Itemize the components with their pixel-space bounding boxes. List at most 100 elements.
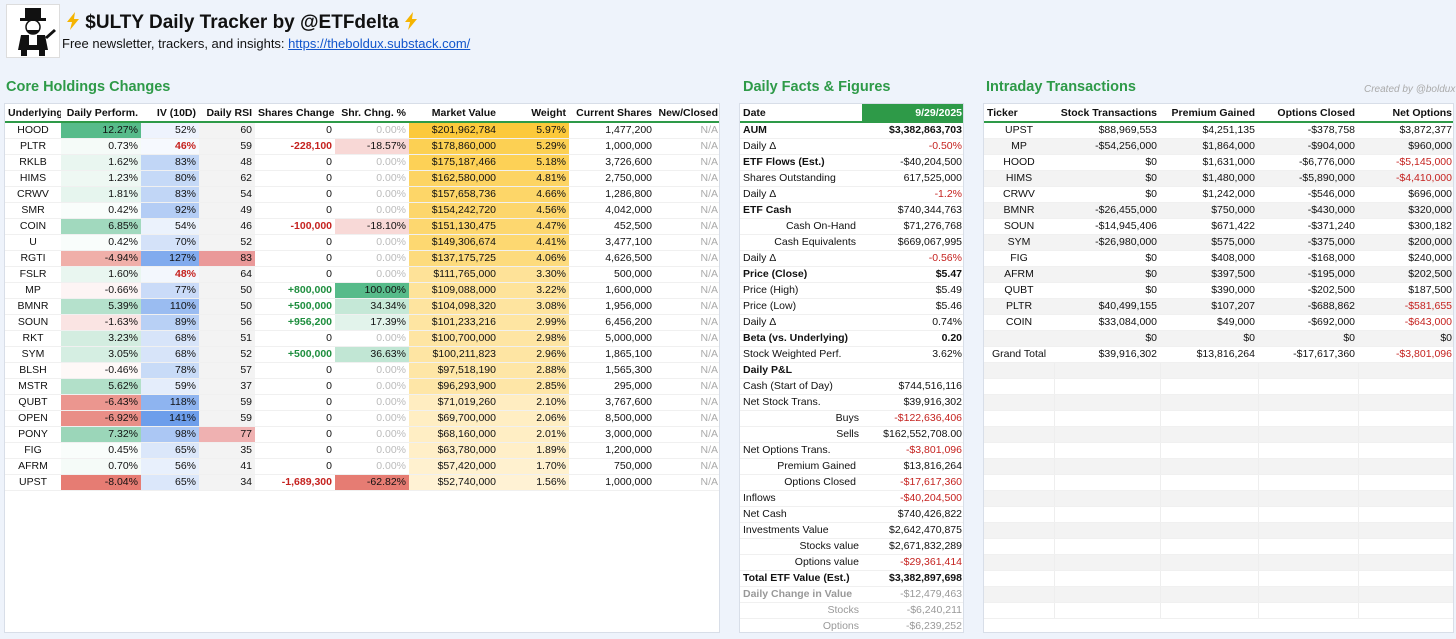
core-holding-row: HIMS 1.23% 80% 62 0 0.00% $162,580,000 4.81% 2,7…: [5, 170, 719, 187]
iv-cell: 59%: [141, 378, 199, 395]
shares-change-cell: -228,100: [255, 138, 335, 155]
rsi-cell: 41: [199, 458, 255, 475]
market-value-cell: $178,860,000: [409, 138, 499, 155]
core-holding-row: RKT 3.23% 68% 51 0 0.00% $100,700,000 2.98% 5,00…: [5, 330, 719, 347]
market-value-cell: $68,160,000: [409, 426, 499, 443]
premium-gained-cell: $408,000: [1160, 250, 1258, 267]
lightning-bolt-icon: [405, 12, 418, 30]
current-shares-cell: 3,726,600: [569, 154, 655, 171]
core-holdings-panel: Underlying Daily Perform. IV (10D) Daily RS…: [4, 103, 720, 633]
net-options-cell: $202,500: [1358, 266, 1453, 283]
shares-change-cell: 0: [255, 202, 335, 219]
weight-cell: 2.85%: [499, 378, 569, 395]
current-shares-cell: 3,767,600: [569, 394, 655, 411]
facts-value: $71,276,768: [862, 218, 963, 235]
new-closed-cell: N/A: [655, 138, 719, 155]
ticker-cell: SYM: [5, 346, 61, 363]
new-closed-cell: N/A: [655, 154, 719, 171]
daily-performance-cell: 6.85%: [61, 218, 141, 235]
stock-transactions-cell: $88,969,553: [1054, 122, 1160, 139]
empty-cell: [1358, 442, 1453, 459]
empty-cell: [1358, 474, 1453, 491]
stock-transactions-cell: $0: [1054, 266, 1160, 283]
subtitle-text: Free newsletter, trackers, and insights:: [62, 36, 285, 51]
shares-change-cell: 0: [255, 426, 335, 443]
market-value-cell: $201,962,784: [409, 122, 499, 139]
iv-cell: 89%: [141, 314, 199, 331]
facts-row: Net Stock Trans. $39,916,302: [740, 394, 963, 411]
market-value-cell: $109,088,000: [409, 282, 499, 299]
rsi-cell: 77: [199, 426, 255, 443]
current-shares-cell: 1,286,800: [569, 186, 655, 203]
stock-transactions-cell: $0: [1054, 186, 1160, 203]
net-options-cell: -$4,410,000: [1358, 170, 1453, 187]
new-closed-cell: N/A: [655, 442, 719, 459]
facts-value: $13,816,264: [862, 458, 963, 475]
core-column-header: Daily RSI: [199, 104, 255, 123]
shares-change-pct-cell: 0.00%: [335, 170, 409, 187]
empty-row: [984, 458, 1453, 475]
empty-cell: [984, 538, 1055, 555]
shares-change-pct-cell: 36.63%: [335, 346, 409, 363]
facts-label: Net Cash: [740, 505, 862, 523]
facts-label: Daily Change in Value: [740, 585, 862, 603]
empty-row: [984, 410, 1453, 427]
ticker-cell: FIG: [984, 250, 1054, 267]
core-column-header: Shr. Chng. %: [335, 104, 409, 123]
market-value-cell: $100,211,823: [409, 346, 499, 363]
intraday-row: COIN $33,084,000 $49,000 -$692,000 -$643,000: [984, 314, 1453, 331]
empty-row: [984, 474, 1453, 491]
new-closed-cell: N/A: [655, 474, 719, 491]
stock-transactions-cell: $0: [1054, 330, 1160, 347]
empty-cell: [1054, 570, 1161, 587]
rsi-cell: 37: [199, 378, 255, 395]
shares-change-pct-cell: 0.00%: [335, 362, 409, 379]
empty-cell: [1054, 602, 1161, 619]
market-value-cell: $151,130,475: [409, 218, 499, 235]
daily-performance-cell: 1.23%: [61, 170, 141, 187]
options-closed-cell: -$5,890,000: [1258, 170, 1358, 187]
weight-cell: 4.47%: [499, 218, 569, 235]
weight-cell: 4.41%: [499, 234, 569, 251]
empty-cell: [1054, 506, 1161, 523]
daily-performance-cell: 0.73%: [61, 138, 141, 155]
current-shares-cell: 1,956,000: [569, 298, 655, 315]
weight-cell: 2.96%: [499, 346, 569, 363]
newsletter-link[interactable]: https://theboldux.substack.com/: [288, 36, 471, 51]
weight-cell: 2.06%: [499, 410, 569, 427]
core-header-row: Underlying Daily Perform. IV (10D) Daily RS…: [5, 104, 719, 123]
facts-row: Sells $162,552,708.00: [740, 426, 963, 443]
facts-value: $740,426,822: [862, 505, 963, 523]
current-shares-cell: 3,000,000: [569, 426, 655, 443]
empty-cell: [1160, 362, 1259, 379]
empty-cell: [1160, 506, 1259, 523]
facts-value: $744,516,116: [862, 377, 963, 395]
rsi-cell: 64: [199, 266, 255, 283]
empty-cell: [984, 586, 1055, 603]
empty-cell: [984, 426, 1055, 443]
facts-label: AUM: [740, 121, 862, 139]
daily-performance-cell: -4.94%: [61, 250, 141, 267]
market-value-cell: $63,780,000: [409, 442, 499, 459]
facts-label: Cash (Start of Day): [740, 377, 862, 395]
shares-change-pct-cell: -18.57%: [335, 138, 409, 155]
current-shares-cell: 1,000,000: [569, 474, 655, 491]
facts-value: $39,916,302: [862, 394, 963, 411]
iv-cell: 56%: [141, 458, 199, 475]
intraday-column-header: Net Options: [1358, 104, 1453, 123]
facts-value: -$12,479,463: [862, 585, 963, 603]
empty-cell: [1160, 474, 1259, 491]
weight-cell: 5.29%: [499, 138, 569, 155]
facts-label: Daily P&L: [740, 361, 862, 379]
ticker-cell: COIN: [5, 218, 61, 235]
facts-row: Daily Change in Value -$12,479,463: [740, 585, 963, 603]
daily-performance-cell: -0.46%: [61, 362, 141, 379]
ticker-cell: FSLR: [5, 266, 61, 283]
facts-value: $2,642,470,875: [862, 522, 963, 539]
facts-row: Premium Gained $13,816,264: [740, 458, 963, 475]
empty-row: [984, 554, 1453, 571]
rsi-cell: 59: [199, 410, 255, 427]
intraday-row: BMNR -$26,455,000 $750,000 -$430,000 $320,00…: [984, 202, 1453, 219]
shares-change-cell: 0: [255, 234, 335, 251]
weight-cell: 3.22%: [499, 282, 569, 299]
